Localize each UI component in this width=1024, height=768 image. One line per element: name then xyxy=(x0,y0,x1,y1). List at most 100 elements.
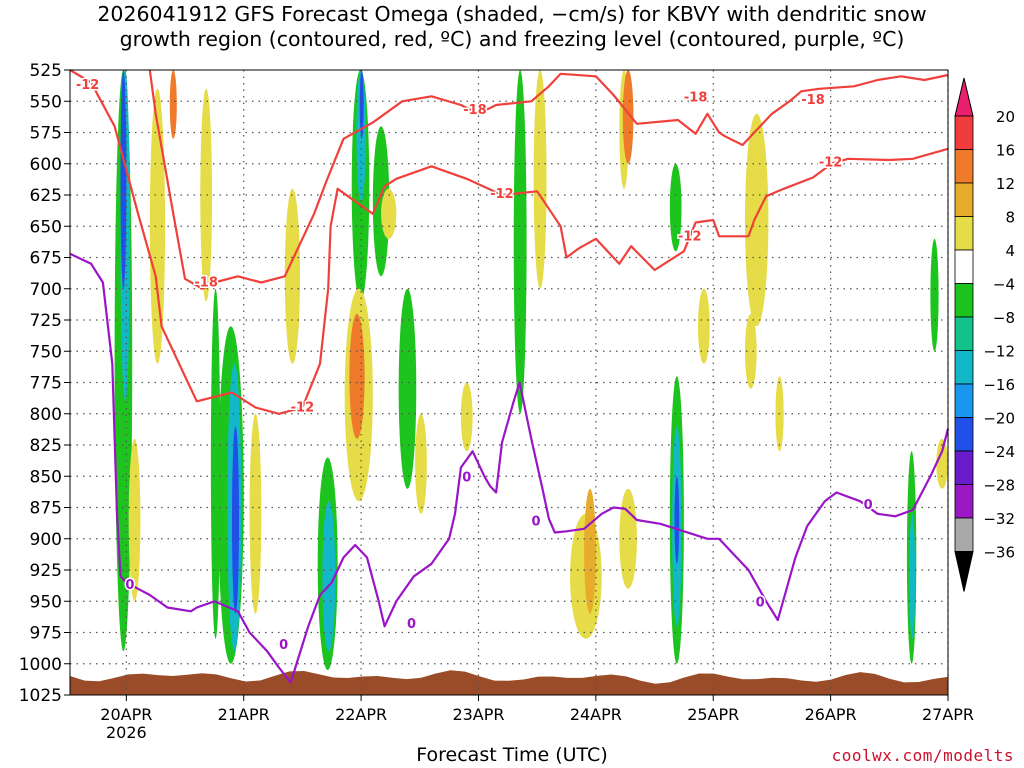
colorbar-swatch-2 xyxy=(954,182,974,217)
omega-region-11 xyxy=(249,413,262,614)
colorbar-label-13: −36 xyxy=(983,544,1015,562)
omega-region-19 xyxy=(349,313,365,439)
x-axis-label: Forecast Time (UTC) xyxy=(416,744,608,766)
omega-region-38 xyxy=(744,313,757,389)
contour-label-6: -12 xyxy=(678,229,702,244)
colorbar-label-7: −12 xyxy=(983,343,1015,361)
y-tick-label-1025: 1025 xyxy=(19,686,62,706)
chart-title-line-2: growth region (contoured, red, ºC) and f… xyxy=(119,27,905,51)
contour-labels: -12 -18 -12 -18 -12 -18 -12 -18 -12 0 0 0 0 0 0 0 xyxy=(74,77,874,655)
y-tick-label-550: 550 xyxy=(30,92,62,112)
omega-shading xyxy=(114,70,949,670)
colorbar-label-2: 12 xyxy=(996,175,1015,193)
colorbar-swatch-5 xyxy=(954,283,974,318)
omega-region-17 xyxy=(359,70,364,139)
colorbar-swatch-11 xyxy=(954,484,974,519)
x-tick-label-24APR: 24APR xyxy=(570,705,622,724)
x-tick-label-20APR: 20APR xyxy=(100,705,152,724)
omega-region-22 xyxy=(398,288,417,489)
y-tick-label-900: 900 xyxy=(30,530,62,550)
omega-region-35 xyxy=(674,476,680,564)
omega-region-42 xyxy=(930,238,939,352)
x-year-label: 2026 xyxy=(106,723,147,742)
y-tick-label-575: 575 xyxy=(30,124,62,144)
omega-region-37 xyxy=(744,113,769,327)
credit-link[interactable]: coolwx.com/modelts xyxy=(831,746,1014,765)
colorbar-label-5: −4 xyxy=(993,276,1015,294)
chart-title-line-1: 2026041912 GFS Forecast Omega (shaded, −… xyxy=(97,2,927,26)
ground-surface xyxy=(70,670,948,695)
chart-title: 2026041912 GFS Forecast Omega (shaded, −… xyxy=(0,2,1024,52)
colorbar-swatch-9 xyxy=(954,417,974,452)
omega-region-24 xyxy=(460,382,473,452)
x-tick-label-23APR: 23APR xyxy=(452,705,504,724)
contour-label-4: -12 xyxy=(490,187,514,202)
omega-region-29 xyxy=(619,488,637,589)
y-tick-label-850: 850 xyxy=(30,467,62,487)
colorbar-swatch-12 xyxy=(954,517,974,552)
y-tick-label-525: 525 xyxy=(30,61,62,81)
contour-label-1: -18 xyxy=(194,276,218,291)
omega-region-12 xyxy=(284,188,301,364)
omega-region-26 xyxy=(533,70,547,289)
y-tick-label-800: 800 xyxy=(30,405,62,425)
contour-label-14: 0 xyxy=(756,596,765,611)
grid-lines xyxy=(70,70,949,695)
omega-region-3 xyxy=(128,438,141,602)
omega-region-21 xyxy=(381,188,397,239)
omega-region-23 xyxy=(415,413,427,514)
contour-label-8: -12 xyxy=(819,156,843,171)
colorbar-swatch-3 xyxy=(954,216,974,251)
contour-label-12: 0 xyxy=(531,514,540,529)
contour-label-13: 0 xyxy=(462,471,471,486)
colorbar-label-8: −16 xyxy=(983,376,1015,394)
x-tick-label-27APR: 27APR xyxy=(922,705,974,724)
colorbar-label-9: −20 xyxy=(983,410,1015,428)
y-tick-label-775: 775 xyxy=(30,374,62,394)
omega-region-32 xyxy=(669,163,682,252)
colorbar-top-cap xyxy=(954,77,974,117)
y-tick-label-825: 825 xyxy=(30,436,62,456)
colorbar-swatch-7 xyxy=(954,350,974,385)
colorbar-swatch-8 xyxy=(954,383,974,418)
colorbar-label-12: −32 xyxy=(983,510,1015,528)
y-tick-label-750: 750 xyxy=(30,342,62,362)
omega-region-6 xyxy=(200,88,213,302)
y-tick-label-1000: 1000 xyxy=(19,655,62,675)
x-tick-label-21APR: 21APR xyxy=(218,705,270,724)
colorbar-label-1: 16 xyxy=(996,142,1015,160)
dgz-contour-m18-1 xyxy=(148,69,949,290)
contour-label-11: 0 xyxy=(407,617,416,632)
contour-label-5: -18 xyxy=(684,91,708,106)
colorbar-label-3: 8 xyxy=(1005,209,1015,227)
y-tick-label-675: 675 xyxy=(30,249,62,269)
contour-label-15: 0 xyxy=(864,498,873,513)
y-axis: 525 550 575 600 625 650 675 700 725 750 775 800 825 8… xyxy=(19,61,70,706)
omega-region-36 xyxy=(697,288,710,364)
y-tick-label-975: 975 xyxy=(30,624,62,644)
omega-region-4 xyxy=(149,88,166,364)
contour-label-3: -18 xyxy=(463,103,487,118)
colorbar-swatch-0 xyxy=(954,115,974,150)
colorbar-label-6: −8 xyxy=(993,309,1015,327)
omega-region-14 xyxy=(322,501,336,652)
x-tick-label-22APR: 22APR xyxy=(335,705,387,724)
colorbar-swatch-4 xyxy=(954,249,974,284)
colorbar-swatch-6 xyxy=(954,316,974,351)
x-axis: 20APR 21APR 22APR 23APR 24APR 25APR 26APR 27APR… xyxy=(100,695,974,742)
contour-label-0: -12 xyxy=(76,78,100,93)
freezing-level-contour xyxy=(69,252,950,684)
y-tick-label-725: 725 xyxy=(30,311,62,331)
ground-fill xyxy=(70,670,948,695)
omega-region-25 xyxy=(513,70,527,414)
omega-region-7 xyxy=(210,288,221,639)
y-tick-label-625: 625 xyxy=(30,186,62,206)
omega-region-28 xyxy=(584,488,596,614)
omega-region-10 xyxy=(231,426,240,614)
colorbar-label-4: 4 xyxy=(1005,242,1015,260)
omega-region-43 xyxy=(936,438,949,489)
colorbar-label-11: −28 xyxy=(983,477,1015,495)
colorbar-label-0: 20 xyxy=(996,108,1015,126)
x-tick-label-26APR: 26APR xyxy=(805,705,857,724)
